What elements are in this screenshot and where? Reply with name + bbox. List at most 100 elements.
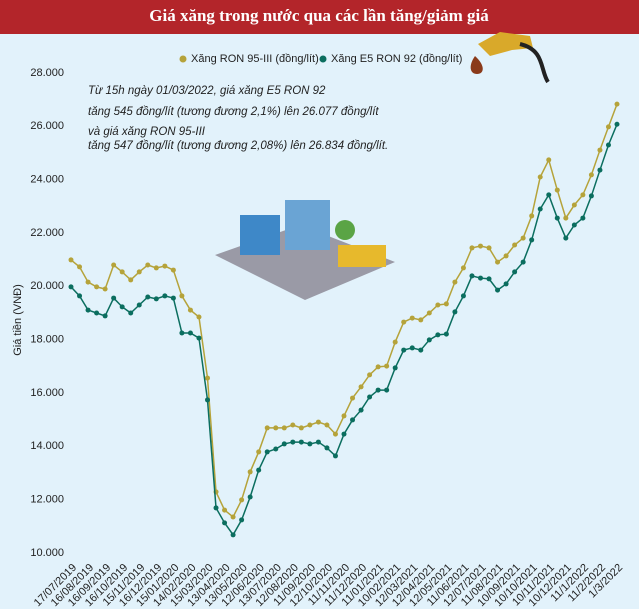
data-point (495, 287, 501, 293)
data-point (239, 517, 245, 523)
data-point (307, 441, 313, 447)
data-point (290, 439, 296, 445)
data-point (478, 243, 483, 249)
data-point (384, 387, 390, 393)
data-point (520, 235, 526, 241)
data-point (324, 422, 330, 428)
data-point (452, 309, 458, 315)
data-point (222, 507, 228, 513)
data-point (102, 313, 108, 319)
y-tick-label: 20.000 (30, 280, 64, 292)
legend-label: Xăng E5 RON 92 (đồng/lít) (331, 53, 462, 65)
data-point (486, 245, 492, 251)
data-point (68, 284, 74, 290)
data-point (546, 157, 552, 163)
data-point (605, 124, 611, 130)
annotation: tăng 547 đồng/lít (tương đương 2,08%) lê… (88, 140, 388, 152)
data-point (341, 431, 347, 437)
data-point (273, 446, 279, 452)
data-point (94, 284, 100, 290)
data-point (409, 315, 415, 321)
data-point (503, 281, 509, 287)
annotation: tăng 545 đồng/lít (tương đương 2,1%) lên… (88, 106, 379, 118)
data-point (77, 293, 83, 299)
data-point (401, 347, 407, 353)
legend-marker (319, 55, 327, 63)
data-point (443, 331, 449, 337)
data-point (512, 242, 518, 248)
y-tick-label: 16.000 (30, 387, 64, 399)
data-point (571, 202, 577, 208)
data-point (503, 253, 509, 259)
data-point (529, 213, 535, 219)
data-point (367, 394, 373, 400)
data-point (281, 441, 287, 447)
data-point (247, 494, 253, 500)
data-point (418, 317, 424, 323)
data-point (128, 310, 134, 316)
data-point (614, 121, 620, 127)
y-tick-label: 24.000 (30, 174, 64, 186)
annotation: Từ 15h ngày 01/03/2022, giá xăng E5 RON … (88, 85, 326, 97)
title-bar (0, 0, 639, 34)
data-point (571, 222, 577, 228)
data-point (290, 422, 296, 428)
data-point (196, 314, 202, 320)
data-point (315, 419, 321, 425)
data-point (222, 520, 228, 526)
data-point (153, 265, 159, 271)
y-axis-title: Giá tiền (VNĐ) (12, 284, 24, 356)
data-point (179, 293, 185, 299)
data-point (460, 265, 466, 271)
data-point (512, 269, 518, 275)
data-point (350, 417, 356, 423)
data-point (460, 293, 466, 299)
data-point (256, 449, 262, 455)
data-point (452, 279, 458, 285)
data-point (341, 413, 347, 419)
station-illustration (215, 200, 395, 300)
data-point (102, 286, 108, 292)
data-point (230, 532, 236, 538)
legend-label: Xăng RON 95-III (đồng/lít) (191, 53, 319, 65)
data-point (315, 439, 321, 445)
data-point (375, 387, 381, 393)
pump-icon (470, 32, 550, 84)
data-point (153, 296, 159, 302)
data-point (162, 293, 168, 299)
data-point (435, 302, 441, 308)
data-point (384, 363, 390, 369)
data-point (85, 279, 91, 285)
data-point (409, 345, 415, 351)
data-point (529, 237, 535, 243)
data-point (213, 505, 219, 511)
data-point (119, 269, 125, 275)
data-point (401, 319, 407, 325)
y-tick-label: 10.000 (30, 547, 64, 559)
data-point (367, 372, 373, 378)
data-point (588, 193, 594, 199)
data-point (597, 147, 603, 153)
data-point (435, 332, 441, 338)
data-point (196, 335, 202, 341)
data-point (580, 192, 586, 198)
data-point (205, 397, 210, 403)
data-point (136, 302, 142, 308)
data-point (136, 269, 142, 275)
data-point (332, 453, 338, 459)
data-point (324, 445, 330, 451)
data-point (281, 425, 287, 431)
data-point (358, 384, 364, 390)
data-point (537, 174, 543, 180)
data-point (94, 310, 100, 316)
data-point (554, 187, 560, 193)
data-point (580, 215, 586, 221)
data-point (77, 264, 83, 270)
data-point (350, 395, 356, 401)
data-point (426, 337, 432, 343)
data-point (145, 294, 151, 300)
data-point (614, 101, 620, 107)
